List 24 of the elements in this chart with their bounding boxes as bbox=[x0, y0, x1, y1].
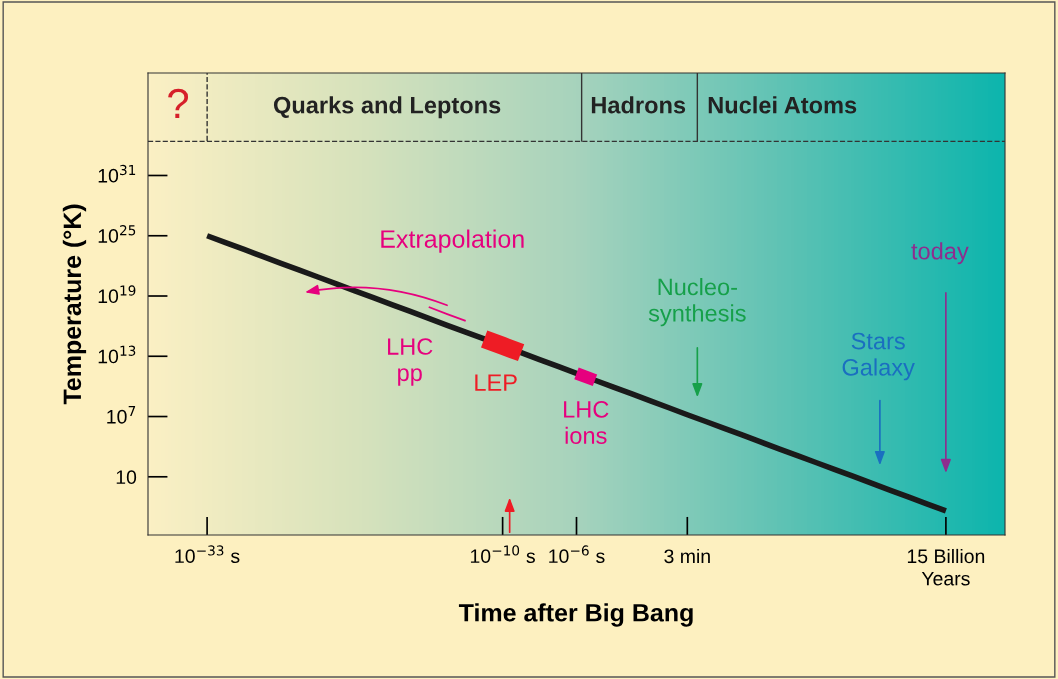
x-tick-label: 15 Billion Years bbox=[907, 548, 985, 586]
y-tick-label: 10$^{13}$ bbox=[98, 345, 136, 364]
annotation: Nucleo- synthesis bbox=[648, 278, 746, 327]
y-tick-label: 10$^{31}$ bbox=[98, 164, 136, 183]
y-tick-label: 10$^{19}$ bbox=[98, 285, 136, 304]
y-tick-label: 10 bbox=[116, 470, 137, 485]
x-axis-title: Time after Big Bang bbox=[458, 603, 693, 627]
x-tick-label: 10$^{−6}$ s bbox=[549, 545, 605, 564]
x-tick-label: 10$^{−10}$ s bbox=[470, 545, 535, 564]
annotation: Nuclei Atoms bbox=[708, 96, 857, 114]
x-tick-label: 3 min bbox=[664, 548, 710, 564]
x-tick-label: 10$^{−33}$ s bbox=[175, 545, 240, 564]
annotation: Hadrons bbox=[591, 96, 686, 114]
series-label: LEP bbox=[475, 374, 517, 391]
text: ? bbox=[168, 88, 189, 118]
annotation: Extrapolation bbox=[381, 229, 524, 253]
annotation: today bbox=[911, 242, 969, 265]
y-axis-title: Temperature (°K) bbox=[62, 204, 87, 405]
annotation: Quarks and Leptons bbox=[273, 96, 501, 119]
series-label: LHC ions bbox=[564, 401, 609, 445]
y-tick-label: 10$^{25}$ bbox=[98, 225, 136, 243]
y-tick-label: 10$^{7}$ bbox=[107, 406, 136, 424]
series-label: LHC pp bbox=[388, 338, 433, 386]
annotation: Stars Galaxy bbox=[842, 332, 915, 381]
